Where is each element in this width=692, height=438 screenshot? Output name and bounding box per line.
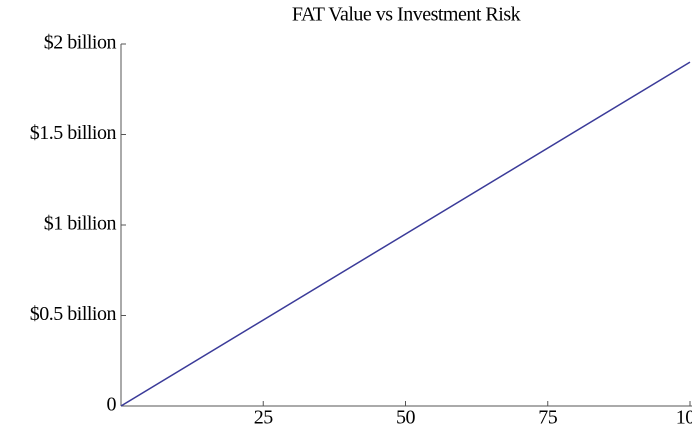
chart-title: FAT Value vs Investment Risk — [292, 4, 521, 26]
line — [120, 61, 691, 407]
y-tick-label: $1.5 billion — [30, 122, 117, 144]
x-tick-label: 100 — [676, 407, 692, 429]
y-tick-label: $0.5 billion — [30, 303, 117, 325]
y-tick-label: $1 billion — [44, 213, 117, 235]
x-tick-label: 25 — [254, 407, 274, 429]
x-tick-label: 50 — [396, 407, 416, 429]
x-tick-label: 75 — [538, 407, 558, 429]
y-tick-label: 0 — [107, 394, 117, 416]
y-tick-label: $2 billion — [44, 32, 117, 54]
